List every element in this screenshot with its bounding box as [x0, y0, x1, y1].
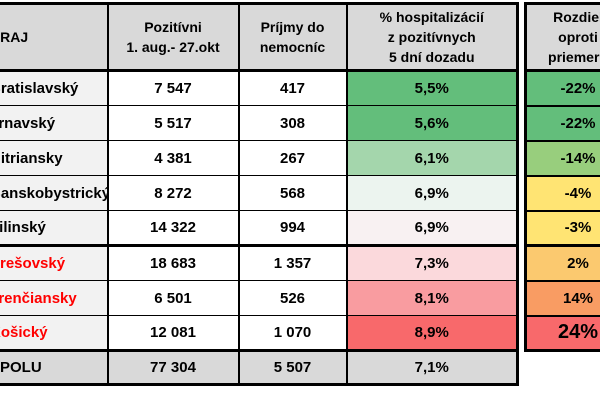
positives-cell: 14 322	[106, 210, 240, 246]
admissions-cell: 267	[237, 140, 348, 176]
diff-row-kosicky: 24%	[524, 314, 600, 352]
region-cell: Žilinský	[0, 210, 109, 246]
table-row-zilinsky: Žilinský 14 322 994 6,9%	[0, 210, 519, 246]
hosp-pct-cell: 6,9%	[345, 175, 519, 211]
diff-row-bratislavsky: -22%	[524, 69, 600, 107]
diff-pct-cell: 14%	[524, 279, 600, 317]
table-row-trenciansky: Trenčiansky 6 501 526 8,1%	[0, 280, 519, 316]
hosp-pct-cell: 6,1%	[345, 140, 519, 176]
diff-pct-cell: -4%	[524, 174, 600, 212]
col-header-positives-line2: 1. aug.- 27.okt	[126, 39, 220, 55]
col-header-diff-line2: oproti	[558, 29, 598, 45]
diff-pct-cell: 2%	[524, 244, 600, 282]
diff-pct-cell: -22%	[524, 104, 600, 142]
region-cell: Prešovský	[0, 244, 109, 281]
admissions-cell: 417	[237, 70, 348, 106]
positives-cell: 4 381	[106, 140, 240, 176]
hosp-pct-cell: 8,9%	[345, 315, 519, 351]
col-header-hospitalization-pct: % hospitalizácií z pozitívnych 5 dní doz…	[345, 3, 519, 72]
diff-row-presovsky: 2%	[524, 244, 600, 282]
total-label-cell: SPOLU	[0, 349, 109, 385]
admissions-cell: 308	[237, 105, 348, 141]
admissions-cell: 994	[237, 210, 348, 246]
hosp-pct-cell: 8,1%	[345, 280, 519, 316]
diff-row-nitriansky: -14%	[524, 139, 600, 177]
diff-vs-average-table: Rozdiel oproti priemeru -22% -22% -14% -…	[524, 2, 600, 352]
col-header-admissions: Príjmy do nemocníc	[237, 3, 348, 72]
col-header-positives: Pozitívni 1. aug.- 27.okt	[106, 3, 240, 72]
diff-pct-cell: -3%	[524, 209, 600, 247]
diff-pct-cell: 24%	[524, 314, 600, 352]
col-header-hosp-line3: 5 dní dozadu	[388, 49, 475, 65]
total-admissions-cell: 5 507	[237, 349, 348, 385]
table-row-kosicky: Košický 12 081 1 070 8,9%	[0, 315, 519, 351]
region-cell: Nitriansky	[0, 140, 109, 176]
total-row: SPOLU 77 304 5 507 7,1%	[0, 349, 519, 385]
positives-cell: 5 517	[106, 105, 240, 141]
diff-pct-cell: -14%	[524, 139, 600, 177]
diff-row-zilinsky: -3%	[524, 209, 600, 247]
hosp-pct-cell: 6,9%	[345, 210, 519, 246]
region-cell: Košický	[0, 315, 109, 351]
diff-pct-cell: -22%	[524, 69, 600, 107]
col-header-diff-line3: priemeru	[548, 49, 600, 65]
admissions-cell: 526	[237, 280, 348, 316]
table-row-banskobystricky: Banskobystrický 8 272 568 6,9%	[0, 175, 519, 211]
total-hosp-pct-cell: 7,1%	[345, 349, 519, 385]
table-row-trnavsky: Trnavský 5 517 308 5,6%	[0, 105, 519, 141]
admissions-cell: 1 357	[237, 244, 348, 281]
region-cell: Trenčiansky	[0, 280, 109, 316]
diff-header-row: Rozdiel oproti priemeru	[524, 2, 600, 72]
diff-row-trenciansky: 14%	[524, 279, 600, 317]
col-header-admissions-line2: nemocníc	[259, 39, 326, 55]
region-cell: Banskobystrický	[0, 175, 109, 211]
region-stats-table: KRAJ Pozitívni 1. aug.- 27.okt Príjmy do…	[0, 2, 519, 386]
col-header-diff-line1: Rozdiel	[553, 9, 600, 25]
col-header-hosp-line2: z pozitívnych	[387, 29, 476, 45]
positives-cell: 7 547	[106, 70, 240, 106]
admissions-cell: 1 070	[237, 315, 348, 351]
positives-cell: 12 081	[106, 315, 240, 351]
table-row-nitriansky: Nitriansky 4 381 267 6,1%	[0, 140, 519, 176]
table-row-presovsky: Prešovský 18 683 1 357 7,3%	[0, 244, 519, 281]
admissions-cell: 568	[237, 175, 348, 211]
header-row: KRAJ Pozitívni 1. aug.- 27.okt Príjmy do…	[0, 3, 519, 72]
col-header-admissions-line1: Príjmy do	[260, 19, 325, 35]
hosp-pct-cell: 5,5%	[345, 70, 519, 106]
hosp-pct-cell: 5,6%	[345, 105, 519, 141]
diff-row-trnavsky: -22%	[524, 104, 600, 142]
col-header-kraj: KRAJ	[0, 3, 109, 72]
hosp-pct-cell: 7,3%	[345, 244, 519, 281]
table-row-bratislavsky: Bratislavský 7 547 417 5,5%	[0, 70, 519, 106]
region-cell: Trnavský	[0, 105, 109, 141]
col-header-hosp-line1: % hospitalizácií	[379, 9, 484, 25]
positives-cell: 8 272	[106, 175, 240, 211]
col-header-positives-line1: Pozitívni	[144, 19, 202, 35]
total-positives-cell: 77 304	[106, 349, 240, 385]
diff-row-banskobystricky: -4%	[524, 174, 600, 212]
positives-cell: 6 501	[106, 280, 240, 316]
col-header-diff: Rozdiel oproti priemeru	[524, 2, 600, 72]
region-cell: Bratislavský	[0, 70, 109, 106]
positives-cell: 18 683	[106, 244, 240, 281]
